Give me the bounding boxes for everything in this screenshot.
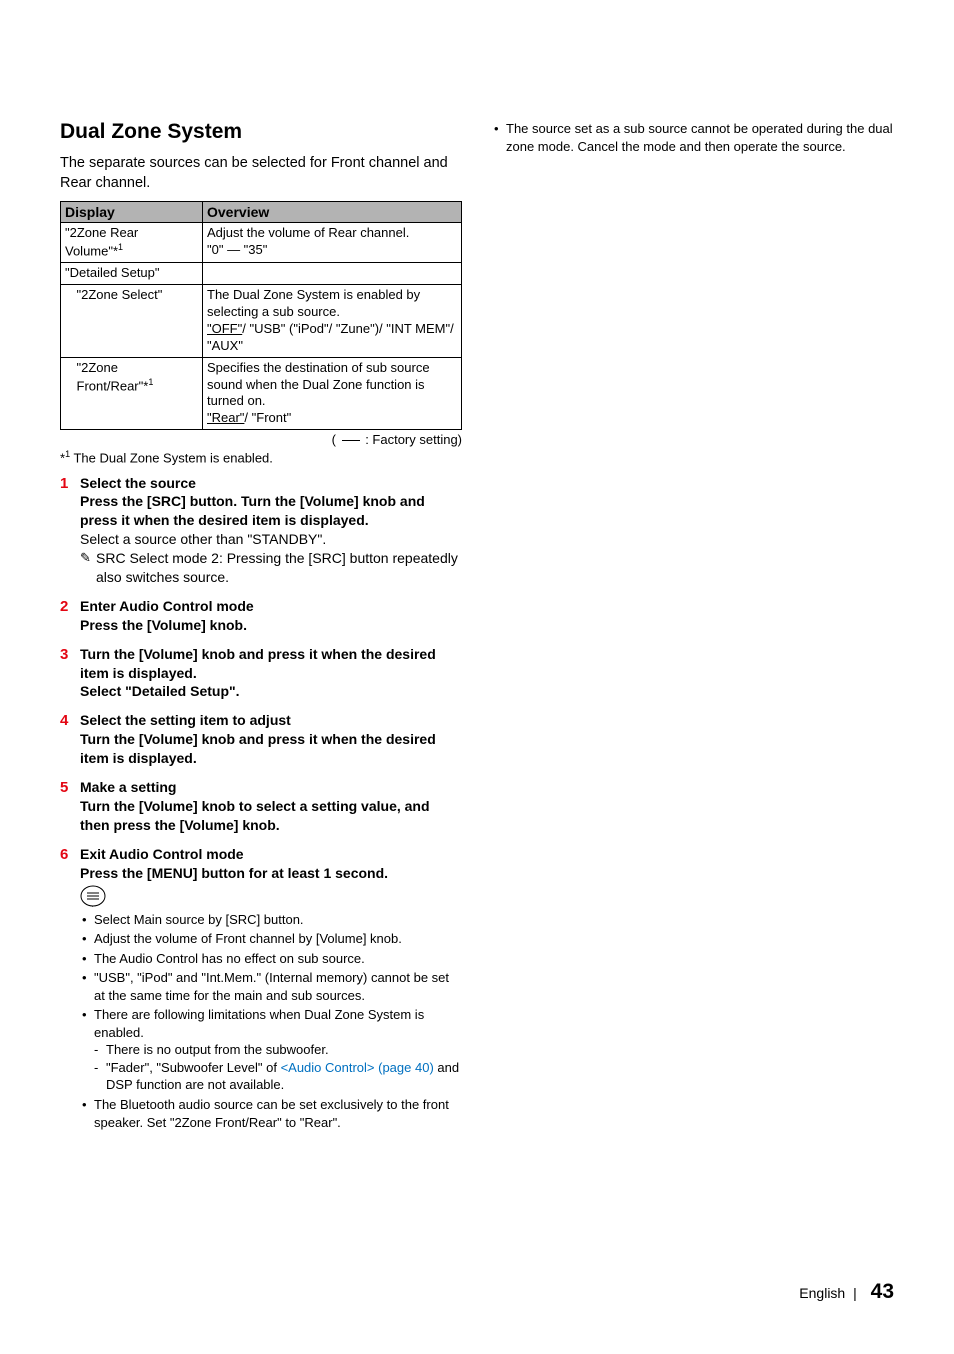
step-item: Select the source Press the [SRC] button… (60, 474, 462, 587)
step-item: Exit Audio Control mode Press the [MENU]… (60, 845, 462, 1131)
right-column: The source set as a sub source cannot be… (492, 120, 894, 1141)
cell-name: "2Zone Rear Volume"*1 (61, 223, 203, 263)
subnote-item: There is no output from the subwoofer. (94, 1041, 462, 1059)
step-item: Make a setting Turn the [Volume] knob to… (60, 778, 462, 835)
cell-name: "2Zone Select" (73, 285, 203, 358)
step-sub: Turn the [Volume] knob to select a setti… (80, 797, 462, 835)
subnote-item: "Fader", "Subwoofer Level" of <Audio Con… (94, 1059, 462, 1094)
step-sub: Select "Detailed Setup". (80, 682, 462, 701)
cell-indent (61, 357, 73, 430)
step-item: Turn the [Volume] knob and press it when… (60, 645, 462, 702)
steps-list: Select the source Press the [SRC] button… (60, 474, 462, 1131)
page-footer: English | 43 (799, 1280, 894, 1304)
step-sub: Press the [Volume] knob. (80, 616, 462, 635)
step-item: Enter Audio Control mode Press the [Volu… (60, 597, 462, 635)
footnote: *1 The Dual Zone System is enabled. (60, 449, 462, 465)
step-note: ✎ SRC Select mode 2: Pressing the [SRC] … (80, 549, 462, 587)
settings-table: Display Overview "2Zone Rear Volume"*1 A… (60, 201, 462, 430)
step-sub: Turn the [Volume] knob and press it when… (80, 645, 462, 683)
note-item: Select Main source by [SRC] button. (80, 911, 462, 929)
page-number: 43 (871, 1280, 894, 1303)
factory-setting-note: ( : Factory setting) (60, 432, 462, 447)
step-sub: Turn the [Volume] knob and press it when… (80, 730, 462, 768)
cell-overview: The Dual Zone System is enabled by selec… (203, 285, 462, 358)
left-column: Dual Zone System The separate sources ca… (60, 120, 462, 1141)
table-row: "2Zone Front/Rear"*1 Specifies the desti… (61, 357, 462, 430)
step-item: Select the setting item to adjust Turn t… (60, 711, 462, 768)
th-display: Display (61, 202, 203, 223)
note-item: There are following limitations when Dua… (80, 1006, 462, 1094)
footer-lang: English (799, 1285, 845, 1301)
step-sub: Press the [MENU] button for at least 1 s… (80, 864, 462, 883)
table-header-row: Display Overview (61, 202, 462, 223)
note-item: "USB", "iPod" and "Int.Mem." (Internal m… (80, 969, 462, 1004)
cell-name: "Detailed Setup" (61, 263, 203, 285)
audio-control-link[interactable]: <Audio Control> (page 40) (281, 1060, 434, 1075)
notes-icon (80, 885, 462, 907)
right-notes-list: The source set as a sub source cannot be… (492, 120, 894, 155)
note-item: Adjust the volume of Front channel by [V… (80, 930, 462, 948)
page-content: Dual Zone System The separate sources ca… (60, 120, 894, 1141)
cell-name: "2Zone Front/Rear"*1 (73, 357, 203, 430)
step-sub: Press the [SRC] button. Turn the [Volume… (80, 492, 462, 530)
step-title: Exit Audio Control mode (80, 845, 462, 864)
cell-overview: Specifies the destination of sub source … (203, 357, 462, 430)
step-title: Select the setting item to adjust (80, 711, 462, 730)
th-overview: Overview (203, 202, 462, 223)
table-row: "2Zone Select" The Dual Zone System is e… (61, 285, 462, 358)
note-item: The Bluetooth audio source can be set ex… (80, 1096, 462, 1131)
intro-text: The separate sources can be selected for… (60, 154, 462, 193)
subnotes-list: There is no output from the subwoofer. "… (94, 1041, 462, 1094)
step-text: Select a source other than "STANDBY". (80, 530, 462, 549)
cell-overview (203, 263, 462, 285)
step-title: Make a setting (80, 778, 462, 797)
step-title: Select the source (80, 474, 462, 493)
section-title: Dual Zone System (60, 120, 462, 144)
cell-overview: Adjust the volume of Rear channel. "0" —… (203, 223, 462, 263)
footer-separator: | (853, 1285, 857, 1301)
notes-list: Select Main source by [SRC] button. Adju… (80, 911, 462, 1132)
table-row: "2Zone Rear Volume"*1 Adjust the volume … (61, 223, 462, 263)
cell-indent (61, 285, 73, 358)
table-row: "Detailed Setup" (61, 263, 462, 285)
step-title: Enter Audio Control mode (80, 597, 462, 616)
pencil-icon: ✎ (80, 549, 91, 567)
note-item: The Audio Control has no effect on sub s… (80, 950, 462, 968)
note-item: The source set as a sub source cannot be… (492, 120, 894, 155)
